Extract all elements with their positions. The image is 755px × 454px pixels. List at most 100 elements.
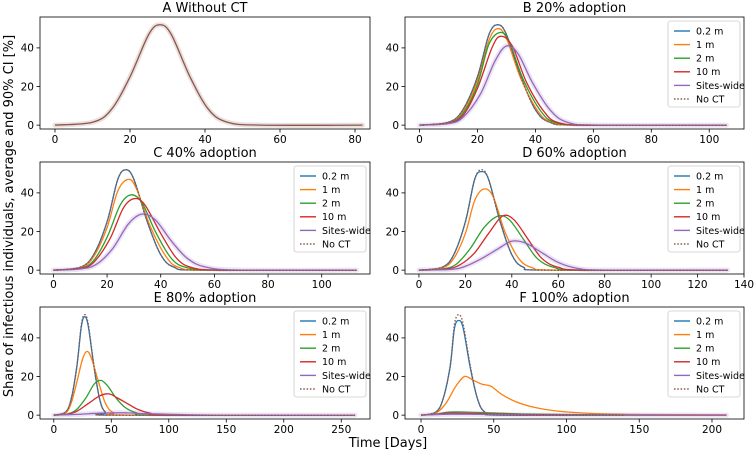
x-tick-label: 120	[688, 279, 708, 291]
x-tick-label: 100	[312, 279, 332, 291]
legend-label: 10 m	[696, 212, 720, 223]
legend-label: No CT	[696, 94, 725, 105]
series-line	[420, 319, 625, 417]
panel-e: E 80% adoption 0 50 100 150 200 250 0 20 40 0.2 m 1…	[21, 291, 371, 436]
y-tick-label: 0	[27, 120, 34, 132]
x-tick-label: 0	[50, 424, 57, 436]
legend-label: 1 m	[696, 40, 714, 51]
series-line	[53, 178, 357, 271]
series-line	[418, 240, 728, 271]
y-tick-label: 20	[21, 371, 34, 383]
legend-label: 2 m	[322, 344, 340, 355]
series-line	[418, 214, 728, 272]
y-tick-label: 40	[21, 333, 34, 345]
panel-f: F 100% adoption 0 50 100 150 200 0 20 40 0.2 m 1 m…	[386, 291, 745, 436]
x-tick-label: 100	[641, 279, 661, 291]
x-tick-label: 50	[105, 424, 118, 436]
legend-label: No CT	[696, 384, 725, 395]
y-tick-label: 0	[27, 265, 34, 277]
series-line	[53, 314, 356, 417]
x-tick-label: 250	[331, 424, 351, 436]
panel-c: C 40% adoption 0 20 40 60 80 100 0 20 40 0.2 m 1 m 2…	[21, 146, 371, 291]
y-tick-label: 20	[21, 226, 34, 238]
x-tick-label: 20	[100, 279, 113, 291]
x-tick-label: 80	[348, 134, 361, 146]
legend-label: 1 m	[322, 330, 340, 341]
legend-label: 2 m	[322, 199, 340, 210]
panel-title: C 40% adoption	[153, 146, 257, 161]
legend-label: No CT	[322, 384, 351, 395]
x-tick-label: 80	[645, 134, 658, 146]
legend: 0.2 m 1 m 2 m 10 m Sites-wide No CT	[667, 20, 745, 108]
legend-label: 2 m	[696, 344, 714, 355]
x-tick-label: 20	[123, 134, 136, 146]
legend-label: Sites-wide	[696, 371, 745, 382]
series-line	[53, 197, 357, 271]
y-tick-label: 0	[392, 265, 399, 277]
y-tick-label: 20	[386, 226, 399, 238]
legend-label: 1 m	[696, 185, 714, 196]
series-line	[53, 169, 357, 272]
y-tick-label: 0	[392, 410, 399, 422]
y-tick-label: 40	[386, 333, 399, 345]
legend-label: Sites-wide	[322, 371, 371, 382]
x-tick-label: 0	[416, 134, 423, 146]
x-axis-label: Time [Days]	[348, 436, 428, 451]
x-tick-label: 100	[699, 134, 719, 146]
x-tick-label: 150	[216, 424, 236, 436]
series-line	[418, 188, 728, 271]
series-line	[53, 393, 356, 416]
axes-frame	[404, 306, 745, 420]
x-tick-label: 80	[598, 279, 611, 291]
legend: 0.2 m 1 m 2 m 10 m Sites-wide No CT	[293, 310, 371, 398]
legend-label: 10 m	[696, 67, 720, 78]
series-line	[420, 413, 727, 416]
legend-label: 10 m	[322, 357, 346, 368]
legend: 0.2 m 1 m 2 m 10 m Sites-wide No CT	[667, 165, 745, 253]
legend: 0.2 m 1 m 2 m 10 m Sites-wide No CT	[667, 310, 745, 398]
x-tick-label: 60	[273, 134, 286, 146]
legend-label: 2 m	[696, 54, 714, 65]
plot-area	[52, 22, 365, 128]
series-line	[420, 314, 625, 417]
x-tick-label: 0	[418, 424, 425, 436]
x-tick-label: 80	[261, 279, 274, 291]
y-tick-label: 40	[21, 43, 34, 55]
plot-area	[418, 314, 730, 418]
legend-label: 0.2 m	[696, 171, 723, 182]
y-tick-label: 20	[386, 81, 399, 93]
axes-frame	[39, 306, 371, 420]
legend-label: Sites-wide	[696, 81, 745, 92]
x-tick-label: 200	[274, 424, 294, 436]
legend-label: 2 m	[696, 199, 714, 210]
plot-area	[51, 314, 358, 418]
x-tick-label: 40	[198, 134, 211, 146]
axes-frame	[39, 161, 371, 275]
y-axis-label: Share of infectious individuals, average…	[2, 35, 17, 397]
y-tick-label: 0	[27, 410, 34, 422]
x-tick-label: 60	[587, 134, 600, 146]
x-tick-label: 0	[50, 279, 57, 291]
legend-label: Sites-wide	[322, 226, 371, 237]
x-tick-label: 100	[159, 424, 179, 436]
x-tick-label: 40	[154, 279, 167, 291]
plot-area	[416, 24, 730, 128]
x-tick-label: 0	[416, 279, 423, 291]
x-tick-label: 140	[734, 279, 754, 291]
y-tick-label: 0	[392, 120, 399, 132]
legend-label: 1 m	[696, 330, 714, 341]
legend-label: 0.2 m	[696, 26, 723, 37]
y-tick-label: 40	[21, 188, 34, 200]
panel-b: B 20% adoption 0 20 40 60 80 100 0 20 40 0.2 m 1 m 2…	[386, 1, 745, 146]
plot-area	[50, 169, 360, 273]
series-line	[419, 24, 727, 127]
legend-label: 1 m	[322, 185, 340, 196]
panel-title: E 80% adoption	[154, 291, 257, 306]
legend: 0.2 m 1 m 2 m 10 m Sites-wide No CT	[293, 165, 371, 253]
y-tick-label: 40	[386, 43, 399, 55]
x-tick-label: 200	[702, 424, 722, 436]
x-tick-label: 0	[52, 134, 59, 146]
panel-title: A Without CT	[163, 1, 248, 16]
legend-label: 10 m	[696, 357, 720, 368]
